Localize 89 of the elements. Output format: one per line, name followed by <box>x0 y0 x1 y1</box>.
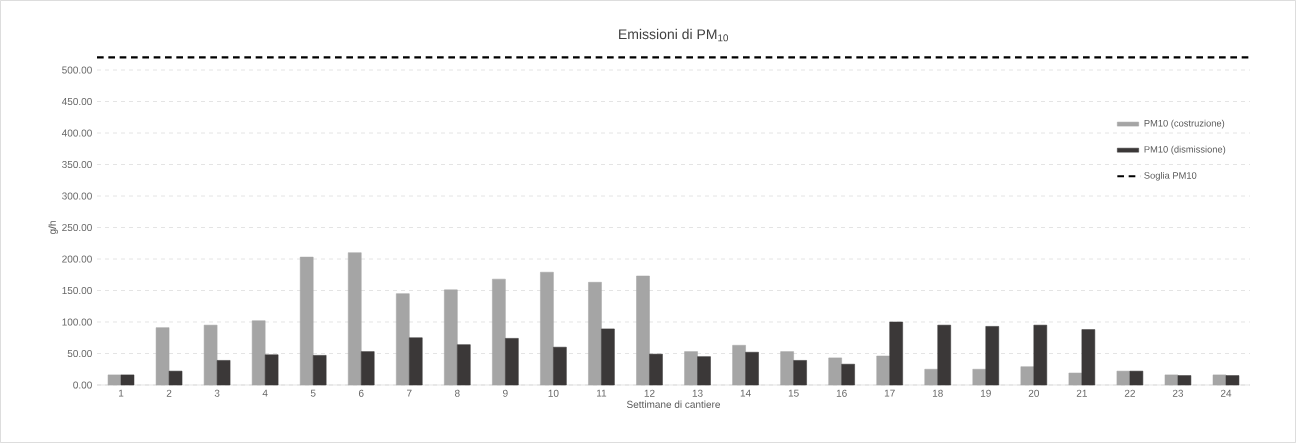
bar <box>924 368 939 386</box>
x-tick-label: 8 <box>454 389 460 397</box>
x-tick-label: 18 <box>932 389 943 397</box>
bar <box>684 351 698 386</box>
bar <box>553 346 567 386</box>
y-tick-label: 150.00 <box>62 286 92 295</box>
x-tick-label: 7 <box>407 389 412 397</box>
x-tick-label: 16 <box>836 389 847 397</box>
bar <box>107 374 122 386</box>
x-tick-label: 6 <box>358 389 364 397</box>
y-tick-label: 200.00 <box>62 255 92 263</box>
bar <box>601 328 615 386</box>
bar <box>312 355 327 386</box>
x-tick-label: 2 <box>166 389 172 397</box>
bar <box>251 320 266 386</box>
bar <box>457 344 471 386</box>
y-tick-label: 250.00 <box>62 223 92 232</box>
legend-label: Soglia PM10 <box>1144 171 1197 181</box>
x-tick-label: 15 <box>788 389 799 397</box>
bar <box>828 357 842 386</box>
bar <box>360 351 375 386</box>
bar <box>889 321 903 386</box>
x-tick-label: 4 <box>262 389 268 397</box>
bar <box>636 275 650 386</box>
bar <box>985 326 1000 386</box>
x-tick-label: 23 <box>1172 389 1184 397</box>
bar <box>1020 366 1035 386</box>
y-tick-label: 450.00 <box>61 97 92 106</box>
x-tick-label: 12 <box>644 389 655 397</box>
bar <box>396 293 410 386</box>
x-tick-label: 1 <box>119 389 124 397</box>
bar <box>492 278 506 386</box>
y-tick-label: 500.00 <box>62 66 92 74</box>
y-tick-label: 50.00 <box>67 349 92 358</box>
y-tick-label: 100.00 <box>62 318 92 326</box>
x-tick-label: 19 <box>980 389 991 397</box>
bar <box>1225 375 1240 386</box>
bar <box>793 360 807 386</box>
bar <box>780 351 794 386</box>
bar <box>972 368 987 386</box>
bar <box>588 282 602 386</box>
bar <box>841 363 855 386</box>
bar <box>505 338 519 386</box>
x-tick-label: 10 <box>548 389 559 397</box>
y-tick-label: 350.00 <box>62 160 92 169</box>
bar <box>1164 374 1179 386</box>
x-tick-label: 9 <box>503 389 508 397</box>
x-tick-label: 13 <box>692 389 703 397</box>
x-tick-label: 14 <box>740 389 751 397</box>
chart-title: Emissioni di PM$_{10}$ <box>619 28 729 42</box>
x-tick-label: 22 <box>1124 389 1135 397</box>
y-tick-label: 300.00 <box>62 192 92 200</box>
bar <box>120 374 135 386</box>
x-tick-label: 11 <box>597 389 607 397</box>
legend-label: PM10 (costruzione) <box>1144 119 1225 129</box>
bar <box>168 370 183 386</box>
bar <box>264 354 279 386</box>
bar <box>732 345 746 386</box>
bar <box>1081 329 1096 386</box>
bar <box>155 327 170 386</box>
bar <box>347 252 362 386</box>
bar <box>1212 374 1227 386</box>
bar <box>540 271 554 386</box>
bar <box>216 360 231 386</box>
y-tick-label: 0.00 <box>73 381 92 389</box>
x-tick-label: 21 <box>1076 389 1087 397</box>
bar <box>937 324 951 386</box>
bar <box>1177 375 1192 386</box>
legend-label: PM10 (dismissione) <box>1144 145 1226 155</box>
bar <box>299 256 314 386</box>
y-tick-label: 400.00 <box>61 129 92 137</box>
bar <box>745 351 759 386</box>
bar <box>1129 370 1144 386</box>
x-tick-label: 20 <box>1028 389 1039 397</box>
bar <box>1033 324 1048 386</box>
bar <box>1116 370 1131 386</box>
x-tick-label: 3 <box>214 389 220 397</box>
x-tick-label: 24 <box>1220 389 1232 397</box>
x-tick-label: 17 <box>884 389 895 397</box>
bar <box>876 355 890 386</box>
y-axis-title: g/h <box>48 221 58 235</box>
bar <box>649 353 663 386</box>
x-axis-title: Settimane di cantiere <box>627 400 721 408</box>
bar <box>1068 372 1083 386</box>
bar <box>409 337 423 386</box>
x-tick-label: 5 <box>310 389 316 397</box>
bar <box>697 356 711 386</box>
bar <box>444 289 458 386</box>
bar <box>203 324 218 386</box>
